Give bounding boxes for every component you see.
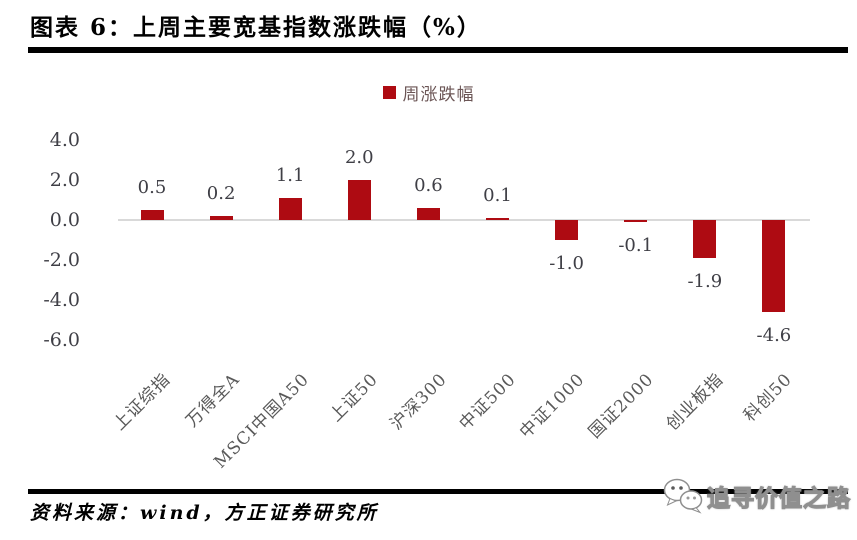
watermark: 追寻价值之路: [662, 478, 851, 514]
bar-value-label: 0.5: [137, 177, 167, 198]
x-tick-label: 上证综指: [109, 369, 175, 435]
bar: [486, 218, 509, 220]
y-tick-label: -6.0: [43, 329, 80, 351]
y-tick-label: -4.0: [43, 289, 80, 311]
bar-value-label: 0.1: [483, 185, 512, 206]
bar: [278, 198, 302, 220]
source-note: 资料来源：wind，方正证券研究所: [30, 502, 379, 524]
x-tick-label: 创业板指: [662, 369, 728, 435]
x-tick-label: 中证1000: [516, 369, 590, 443]
legend-marker-icon: [382, 86, 396, 99]
bar-value-label: -4.6: [756, 325, 792, 346]
x-tick-label: 中证500: [455, 369, 521, 435]
figure-title: 图表 6：上周主要宽基指数涨跌幅（%）: [30, 14, 482, 41]
legend: 周涨跌幅: [0, 80, 857, 105]
bar: [140, 210, 164, 220]
y-tick-label: 4.0: [49, 129, 80, 151]
watermark-text: 追寻价值之路: [706, 484, 851, 512]
y-tick-label: -2.0: [43, 249, 80, 271]
bar-value-label: -1.9: [687, 271, 723, 292]
legend-label: 周涨跌幅: [402, 85, 475, 105]
x-tick-label: 国证2000: [585, 369, 659, 443]
chart-area: 4.0 2.0 0.0 -2.0 -4.0 -6.0 0.5 上证综指 0.2 万得全A 1.1 MS…: [43, 129, 810, 473]
bar: [209, 216, 233, 220]
wechat-chat-bubbles-icon: [663, 478, 703, 514]
y-tick-label: 2.0: [49, 169, 80, 191]
bar: [693, 220, 717, 258]
x-tick-label: 上证50: [325, 369, 382, 426]
bar-value-label: -1.0: [549, 253, 584, 274]
title-divider: [28, 47, 848, 53]
bar: [347, 180, 371, 220]
bar-value-label: 0.6: [414, 175, 443, 196]
bar-value-label: 2.0: [344, 147, 374, 168]
y-tick-label: 0.0: [49, 209, 80, 231]
bar: [555, 220, 579, 240]
bar-value-label: 0.2: [206, 183, 236, 204]
x-tick-label: 科创50: [740, 369, 797, 426]
footer-divider: [28, 489, 848, 494]
bar-value-label: -0.1: [618, 235, 654, 256]
bar: [624, 220, 648, 222]
bar: [762, 220, 786, 312]
x-tick-label: 万得全A: [182, 369, 244, 432]
zero-axis-line: [118, 219, 810, 221]
bar: [416, 208, 440, 220]
bar-value-label: 1.1: [275, 165, 305, 186]
x-tick-label: 沪深300: [386, 369, 452, 435]
